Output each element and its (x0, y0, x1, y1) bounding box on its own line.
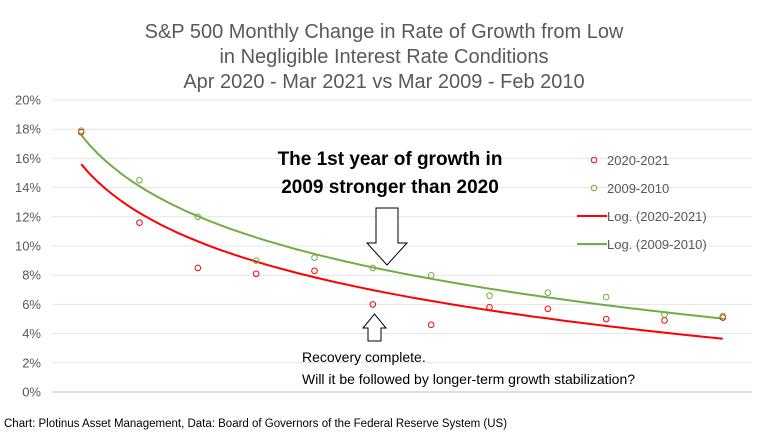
point-2020-2021 (486, 304, 493, 311)
point-2020-2021 (602, 315, 610, 323)
source-note: Chart: Plotinus Asset Management, Data: … (4, 418, 507, 430)
down-arrow-icon (365, 207, 409, 266)
point-2009-2010 (544, 289, 552, 297)
legend-marker-2009-2010 (590, 184, 598, 192)
point-2020-2021 (136, 219, 143, 226)
trendline-2020-2021 (80, 163, 723, 340)
point-2009-2010 (311, 254, 318, 261)
point-2009-2010 (486, 292, 493, 299)
point-2009-2010 (427, 271, 435, 279)
up-arrow-icon (361, 313, 388, 342)
trendline-2009-2010 (80, 134, 723, 320)
chart-title-line-3: Apr 2020 - Mar 2021 vs Mar 2009 - Feb 20… (183, 71, 584, 93)
point-2009-2010 (77, 127, 85, 134)
y-tick-label: 2% (22, 355, 41, 370)
y-tick-label: 6% (22, 297, 41, 312)
point-2009-2010 (602, 293, 610, 301)
point-2020-2021 (369, 301, 377, 308)
point-2009-2010 (136, 177, 143, 184)
point-2009-2010 (194, 213, 202, 221)
y-tick-label: 0% (22, 385, 41, 400)
legend-label-2020-2021: 2020-2021 (607, 153, 669, 168)
legend-label-log-2020-2021: Log. (2020-2021) (607, 209, 707, 224)
annotation-bottom-line-1: Recovery complete. (302, 349, 426, 365)
y-tick-label: 12% (15, 209, 41, 224)
point-2009-2010 (252, 257, 260, 264)
y-tick-label: 16% (15, 151, 41, 166)
y-tick-label: 10% (15, 239, 41, 254)
y-tick-label: 14% (15, 180, 41, 195)
annotation-top-line-2: 2009 stronger than 2020 (281, 177, 499, 198)
point-2020-2021 (544, 305, 552, 313)
trendlines (80, 134, 723, 340)
point-2020-2021 (252, 270, 260, 278)
y-tick-label: 8% (22, 268, 41, 283)
legend: 2020-2021 2009-2010 Log. (2020-2021) Log… (577, 153, 707, 252)
point-2020-2021 (661, 317, 668, 324)
annotation-top-line-1: The 1st year of growth in (278, 149, 503, 170)
annotation-bottom-line-2: Will it be followed by longer-term growt… (302, 371, 635, 387)
chart-title-line-1: S&P 500 Monthly Change in Rate of Growth… (145, 21, 624, 43)
y-tick-label: 20% (15, 93, 41, 108)
point-2020-2021 (194, 264, 202, 272)
point-2009-2010 (719, 312, 727, 320)
legend-marker-2020-2021 (590, 156, 598, 164)
point-2020-2021 (427, 321, 435, 329)
point-2009-2010 (661, 311, 668, 318)
data-points (77, 127, 727, 329)
point-2009-2010 (369, 264, 377, 272)
legend-label-2009-2010: 2009-2010 (607, 181, 669, 196)
y-tick-label: 4% (22, 326, 41, 341)
point-2020-2021 (311, 267, 318, 275)
chart-title-line-2: in Negligible Interest Rate Conditions (219, 46, 548, 68)
y-tick-label: 18% (15, 122, 41, 137)
legend-label-log-2009-2010: Log. (2009-2010) (607, 237, 707, 252)
y-axis-ticks: 0% 2% 4% 6% 8% 10% 12% 14% 16% 18% 20% (15, 93, 41, 400)
